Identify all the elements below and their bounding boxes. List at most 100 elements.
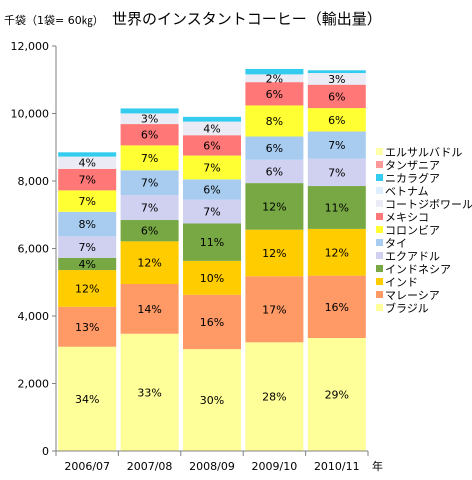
x-axis: 2006/07 2007/08 2008/09 2009/10 2010/11	[55, 450, 369, 473]
x-tick-label: 2008/09	[189, 460, 235, 473]
y-tick-label: 4,000	[18, 310, 50, 323]
data-label: 7%	[141, 202, 158, 215]
data-label: 7%	[328, 166, 345, 179]
bar-segment	[307, 84, 366, 109]
data-label: 4%	[203, 122, 220, 135]
bar-segment	[183, 260, 241, 295]
y-tick-label: 10,000	[11, 108, 50, 121]
bar-segment	[183, 349, 241, 451]
bar-segment	[183, 155, 241, 180]
data-label: 8%	[266, 115, 283, 128]
data-label: 4%	[78, 157, 95, 170]
data-label: 11%	[325, 201, 349, 214]
data-label: 6%	[266, 88, 283, 101]
data-label: 7%	[78, 241, 95, 254]
bar-segment	[183, 294, 241, 350]
y-tick-label: 0	[42, 445, 49, 458]
chart-title: 世界のインスタントコーヒー（輸出量）	[112, 10, 382, 28]
legend-swatch	[376, 265, 383, 272]
bar-segment	[58, 211, 117, 237]
bar-segment	[120, 241, 179, 284]
legend-label: タンザニア	[385, 159, 440, 172]
bar-segment	[120, 170, 179, 196]
data-label: 6%	[328, 90, 345, 103]
bar-segment	[245, 105, 304, 137]
x-tick-label: 2010/11	[314, 460, 360, 473]
x-axis-label: 年	[372, 459, 383, 473]
bar-segment	[307, 70, 366, 74]
data-label: 12%	[262, 247, 286, 260]
bar-segment	[245, 82, 304, 106]
bar-segment	[307, 228, 366, 276]
bar-segment	[58, 306, 117, 347]
bar-segment	[120, 283, 179, 334]
data-label: 33%	[137, 386, 161, 399]
bar-segment	[245, 229, 304, 277]
legend-swatch	[376, 174, 383, 181]
x-tick-label: 2006/07	[64, 460, 110, 473]
bar-segment	[245, 68, 304, 75]
bar-segment	[183, 121, 241, 136]
bar-segment	[183, 179, 241, 200]
bar-segment	[183, 135, 241, 156]
legend-swatch	[376, 291, 383, 298]
bar-segment	[58, 257, 117, 271]
bar-segment	[120, 333, 179, 451]
bar-segment	[58, 168, 117, 191]
data-label: 16%	[325, 301, 349, 314]
y-tick-label: 2,000	[18, 378, 50, 391]
legend-swatch	[376, 187, 383, 194]
legend-swatch	[376, 304, 383, 311]
data-label: 6%	[266, 165, 283, 178]
data-label: 6%	[141, 225, 158, 238]
x-tick-label: 2009/10	[252, 460, 298, 473]
data-label: 7%	[203, 161, 220, 174]
data-label: 6%	[266, 142, 283, 155]
bar-segment	[120, 220, 179, 242]
bars: 34% 13% 12% 4% 7% 8% 7% 7% 4% 33% 14% 12% 6% 7% 7% 7% 6%…	[58, 68, 366, 451]
data-label: 4%	[78, 258, 95, 271]
bar-segment	[58, 270, 117, 307]
data-label: 7%	[141, 152, 158, 165]
data-label: 3%	[328, 73, 345, 86]
legend-swatch	[376, 278, 383, 285]
y-tick-label: 8,000	[18, 175, 50, 188]
bar-segment	[183, 116, 241, 122]
legend-label: メキシコ	[385, 211, 429, 224]
legend-label: ニカラグア	[385, 171, 440, 185]
bar-segment	[245, 136, 304, 160]
y-tick-label: 12,000	[11, 40, 50, 53]
legend-swatch	[376, 200, 383, 207]
data-label: 12%	[75, 282, 99, 295]
legend-label: ベトナム	[385, 185, 429, 198]
bar-segment	[183, 223, 241, 261]
bar-segment	[307, 186, 366, 229]
legend-swatch	[376, 239, 383, 246]
bar-segment	[307, 337, 366, 451]
legend-swatch	[376, 161, 383, 168]
data-label: 13%	[75, 321, 99, 334]
bar-segment	[120, 108, 179, 114]
bar-segment	[245, 342, 304, 451]
bar-segment	[58, 156, 117, 169]
data-label: 16%	[200, 316, 224, 329]
data-label: 28%	[262, 391, 286, 404]
data-label: 12%	[325, 246, 349, 259]
data-label: 12%	[262, 200, 286, 213]
data-label: 6%	[141, 129, 158, 142]
data-label: 8%	[78, 218, 95, 231]
data-label: 7%	[328, 139, 345, 152]
legend-label: マレーシア	[385, 289, 440, 302]
bar-segment	[307, 275, 366, 338]
data-label: 34%	[75, 393, 99, 406]
legend-swatch	[376, 252, 383, 259]
legend-swatch	[376, 226, 383, 233]
legend-label: コロンビア	[385, 224, 440, 237]
data-label: 29%	[325, 388, 349, 401]
bar-segment	[58, 346, 117, 451]
bar-segment	[307, 158, 366, 187]
data-label: 30%	[200, 394, 224, 407]
legend-label: インド	[385, 276, 418, 289]
legend-label: インドネシア	[385, 263, 451, 276]
data-label: 6%	[203, 139, 220, 152]
